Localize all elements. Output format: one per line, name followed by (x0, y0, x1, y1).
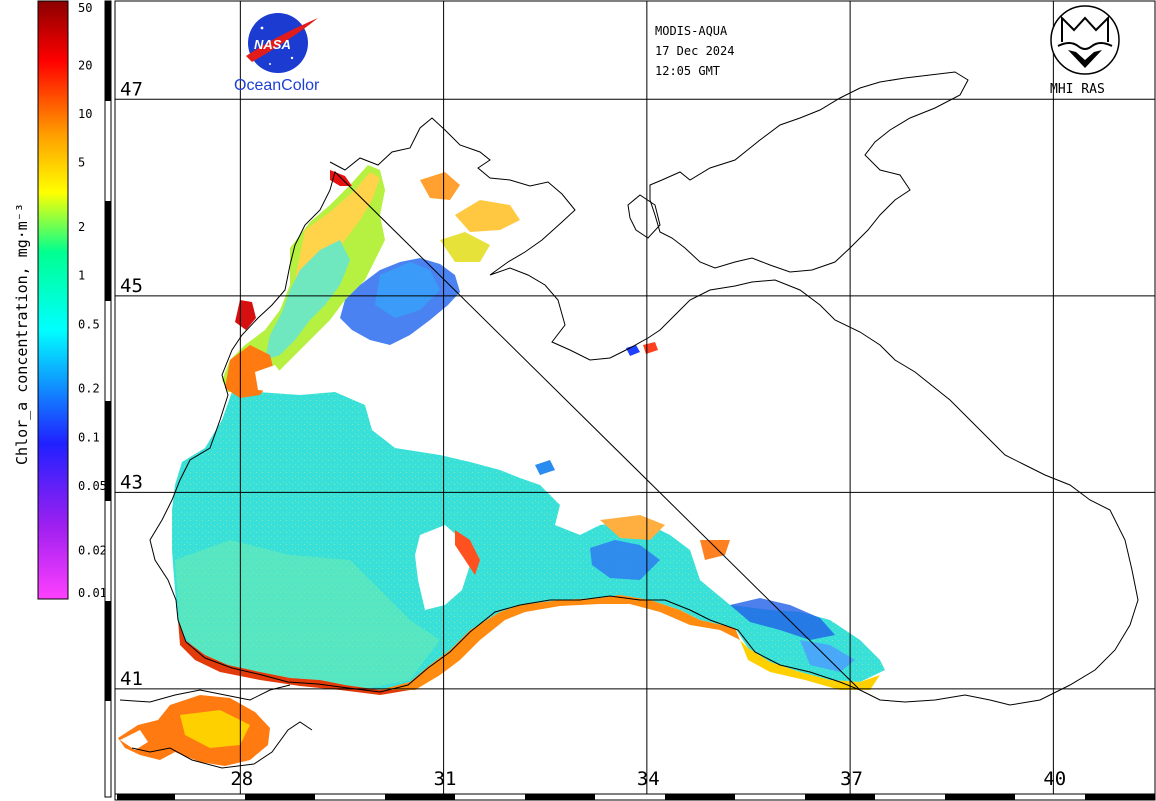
colorbar-tick-label: 20 (78, 58, 92, 72)
colorbar-ticks: 50 20 10 5 2 1 0.5 0.2 0.1 0.05 0.02 0.01 (78, 1, 107, 600)
colorbar-tick-label: 0.02 (78, 543, 107, 557)
map-frame (104, 0, 1156, 801)
sensor-label: MODIS-AQUA (655, 24, 728, 38)
colorbar-tick-label: 0.01 (78, 586, 107, 600)
left-scale-bar (105, 1, 111, 701)
latitude-label: 41 (120, 668, 143, 690)
colorbar-title: Chlor_a concentration, mg·m⁻³ (13, 203, 31, 465)
oceancolor-label: OceanColor (234, 77, 320, 94)
graticule-labels: 47 45 43 41 28 31 34 37 40 (120, 78, 1066, 790)
acquisition-info: MODIS-AQUA 17 Dec 2024 12:05 GMT (655, 24, 734, 78)
longitude-label: 34 (637, 768, 660, 790)
date-label: 17 Dec 2024 (655, 44, 734, 58)
colorbar-tick-label: 10 (78, 107, 92, 121)
colorbar-tick-label: 0.5 (78, 317, 100, 331)
colorbar-tick-label: 5 (78, 156, 85, 170)
longitude-label: 28 (230, 768, 253, 790)
colorbar-tick-label: 0.2 (78, 382, 100, 396)
colorbar-gradient (37, 0, 69, 600)
colorbar-tick-label: 50 (78, 1, 92, 15)
graticule (115, 1, 1155, 794)
longitude-label: 40 (1043, 768, 1066, 790)
mhi-ras-label: MHI RAS (1050, 82, 1105, 97)
latitude-label: 47 (120, 78, 143, 100)
nasa-wordmark: NASA (254, 37, 291, 52)
latitude-label: 45 (120, 275, 143, 297)
colorbar-tick-label: 0.05 (78, 479, 107, 493)
chlorophyll-field (118, 165, 885, 766)
time-label: 12:05 GMT (655, 64, 720, 78)
coastline (119, 71, 1139, 769)
bottom-scale-bar (117, 794, 1155, 800)
nasa-logo: NASA OceanColor (234, 13, 320, 94)
mhi-ras-logo: MHI RAS (1050, 5, 1120, 97)
colorbar-tick-label: 0.1 (78, 430, 100, 444)
longitude-label: 31 (434, 768, 457, 790)
longitude-label: 37 (840, 768, 863, 790)
latitude-label: 43 (120, 471, 143, 493)
colorbar-tick-label: 1 (78, 269, 85, 283)
colorbar: Chlor_a concentration, mg·m⁻³ 50 20 10 5 2 1 0… (13, 0, 107, 600)
colorbar-tick-label: 2 (78, 220, 85, 234)
